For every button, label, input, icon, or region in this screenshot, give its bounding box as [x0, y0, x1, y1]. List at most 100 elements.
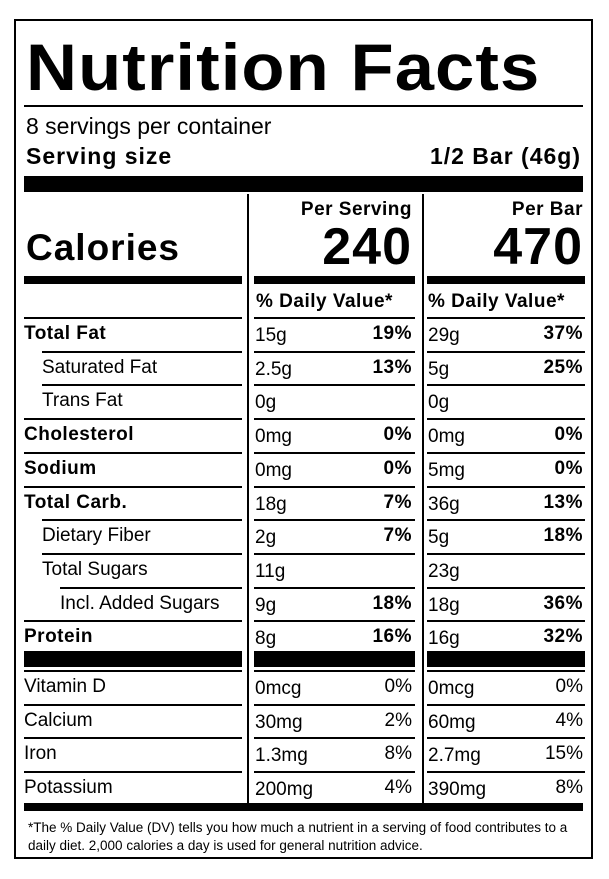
serving-amount: 9g	[255, 594, 277, 616]
nutrient-name: Iron	[24, 743, 57, 765]
serving-dv: 0%	[383, 457, 412, 479]
bar-dv: 4%	[555, 709, 583, 731]
serving-dv: 19%	[372, 323, 412, 344]
serving-amount: 18g	[255, 493, 287, 515]
row-rule	[254, 418, 415, 421]
bar-dv: 13%	[543, 491, 583, 513]
serving-amount: 0mg	[255, 459, 292, 481]
row-rule	[427, 586, 585, 589]
serving-dv: 7%	[383, 491, 412, 513]
serving-amount: 15g	[255, 325, 287, 346]
row-rule	[24, 317, 242, 319]
row-rule	[60, 586, 242, 589]
nutrient-name: Cholesterol	[24, 424, 135, 446]
row-rule	[427, 737, 585, 740]
bar-dv: 18%	[543, 525, 583, 547]
row-rule	[254, 552, 415, 555]
row-rule	[254, 317, 415, 319]
row-rule	[427, 552, 585, 555]
row-rule	[427, 703, 585, 706]
serving-size-value: 1/2 Bar (46g)	[429, 143, 581, 169]
bar-amount: 29g	[428, 325, 460, 346]
row-rule	[254, 737, 415, 740]
nutrient-name: Incl. Added Sugars	[60, 592, 220, 614]
calories-rule-right	[427, 276, 585, 284]
nutrient-name: Total Carb.	[24, 491, 128, 513]
nutrient-name: Total Sugars	[42, 558, 148, 580]
row-rule	[254, 771, 415, 774]
bar-amount: 390mg	[428, 779, 487, 801]
row-rule	[254, 586, 415, 589]
bar-amount: 60mg	[428, 711, 476, 733]
row-rule	[254, 451, 415, 454]
row-rule	[427, 519, 585, 522]
serving-size-label: Serving size	[26, 143, 173, 169]
vitamin-bar-right	[427, 651, 585, 667]
vitamin-bar-left	[24, 651, 242, 667]
bar-amount: 0g	[428, 392, 450, 414]
nutrient-name: Calcium	[24, 709, 93, 731]
bar-dv: 8%	[555, 777, 583, 799]
row-rule	[24, 620, 242, 623]
calories-rule-mid	[254, 276, 415, 284]
serving-dv: 8%	[384, 743, 412, 765]
bar-dv: 25%	[543, 356, 583, 378]
nutrient-name: Trans Fat	[42, 390, 123, 412]
nutrient-name: Potassium	[24, 777, 113, 799]
serving-dv: 0%	[384, 676, 412, 697]
row-rule	[254, 519, 415, 522]
row-rule	[427, 771, 585, 774]
bottom-divider	[24, 803, 583, 811]
row-rule	[427, 418, 585, 421]
serving-amount: 2g	[255, 527, 277, 549]
bar-amount: 5g	[428, 358, 450, 380]
calories-label: Calories	[26, 227, 181, 268]
nutrient-name: Sodium	[24, 457, 97, 479]
row-rule	[254, 703, 415, 706]
serving-amount: 30mg	[255, 711, 303, 733]
serving-dv: 16%	[372, 626, 412, 648]
row-rule	[24, 418, 242, 421]
row-rule	[254, 350, 415, 353]
serving-amount: 200mg	[255, 779, 314, 801]
nutrient-name: Saturated Fat	[42, 356, 158, 378]
row-rule	[24, 670, 242, 672]
serving-dv: 2%	[384, 709, 412, 731]
serving-dv: 18%	[372, 592, 412, 614]
serving-amount: 0mg	[255, 426, 292, 448]
row-rule	[427, 350, 585, 353]
per-serving-heading: Per Serving	[300, 199, 412, 220]
bar-dv: 0%	[554, 424, 583, 446]
row-rule	[427, 384, 585, 387]
row-rule	[427, 317, 585, 319]
vitamin-bar-mid	[254, 651, 415, 667]
row-rule	[254, 384, 415, 387]
bar-dv: 15%	[544, 743, 583, 765]
row-rule	[24, 451, 242, 454]
row-rule	[254, 670, 415, 672]
row-rule	[427, 451, 585, 454]
bar-amount: 5g	[428, 527, 450, 549]
bar-dv: 32%	[543, 626, 583, 648]
row-rule	[427, 620, 585, 623]
per-bar-heading: Per Bar	[511, 199, 583, 220]
bar-amount: 0mcg	[428, 678, 475, 699]
row-rule	[24, 771, 242, 774]
serving-dv: 7%	[383, 525, 412, 547]
row-rule	[254, 620, 415, 623]
dv-heading-serving: % Daily Value*	[256, 291, 393, 312]
row-rule	[24, 703, 242, 706]
serving-dv: 4%	[384, 777, 412, 799]
serving-amount: 1.3mg	[255, 745, 308, 767]
per-bar-calories: 470	[493, 218, 583, 276]
calories-rule-left	[24, 276, 242, 284]
row-rule	[24, 737, 242, 740]
servings-per-container: 8 servings per container	[26, 113, 272, 139]
row-rule	[42, 519, 242, 522]
row-rule	[427, 485, 585, 488]
serving-dv: 0%	[383, 424, 412, 446]
serving-amount: 0g	[255, 392, 277, 414]
bar-dv: 0%	[554, 457, 583, 479]
row-rule	[42, 350, 242, 353]
serving-dv: 13%	[372, 356, 412, 378]
